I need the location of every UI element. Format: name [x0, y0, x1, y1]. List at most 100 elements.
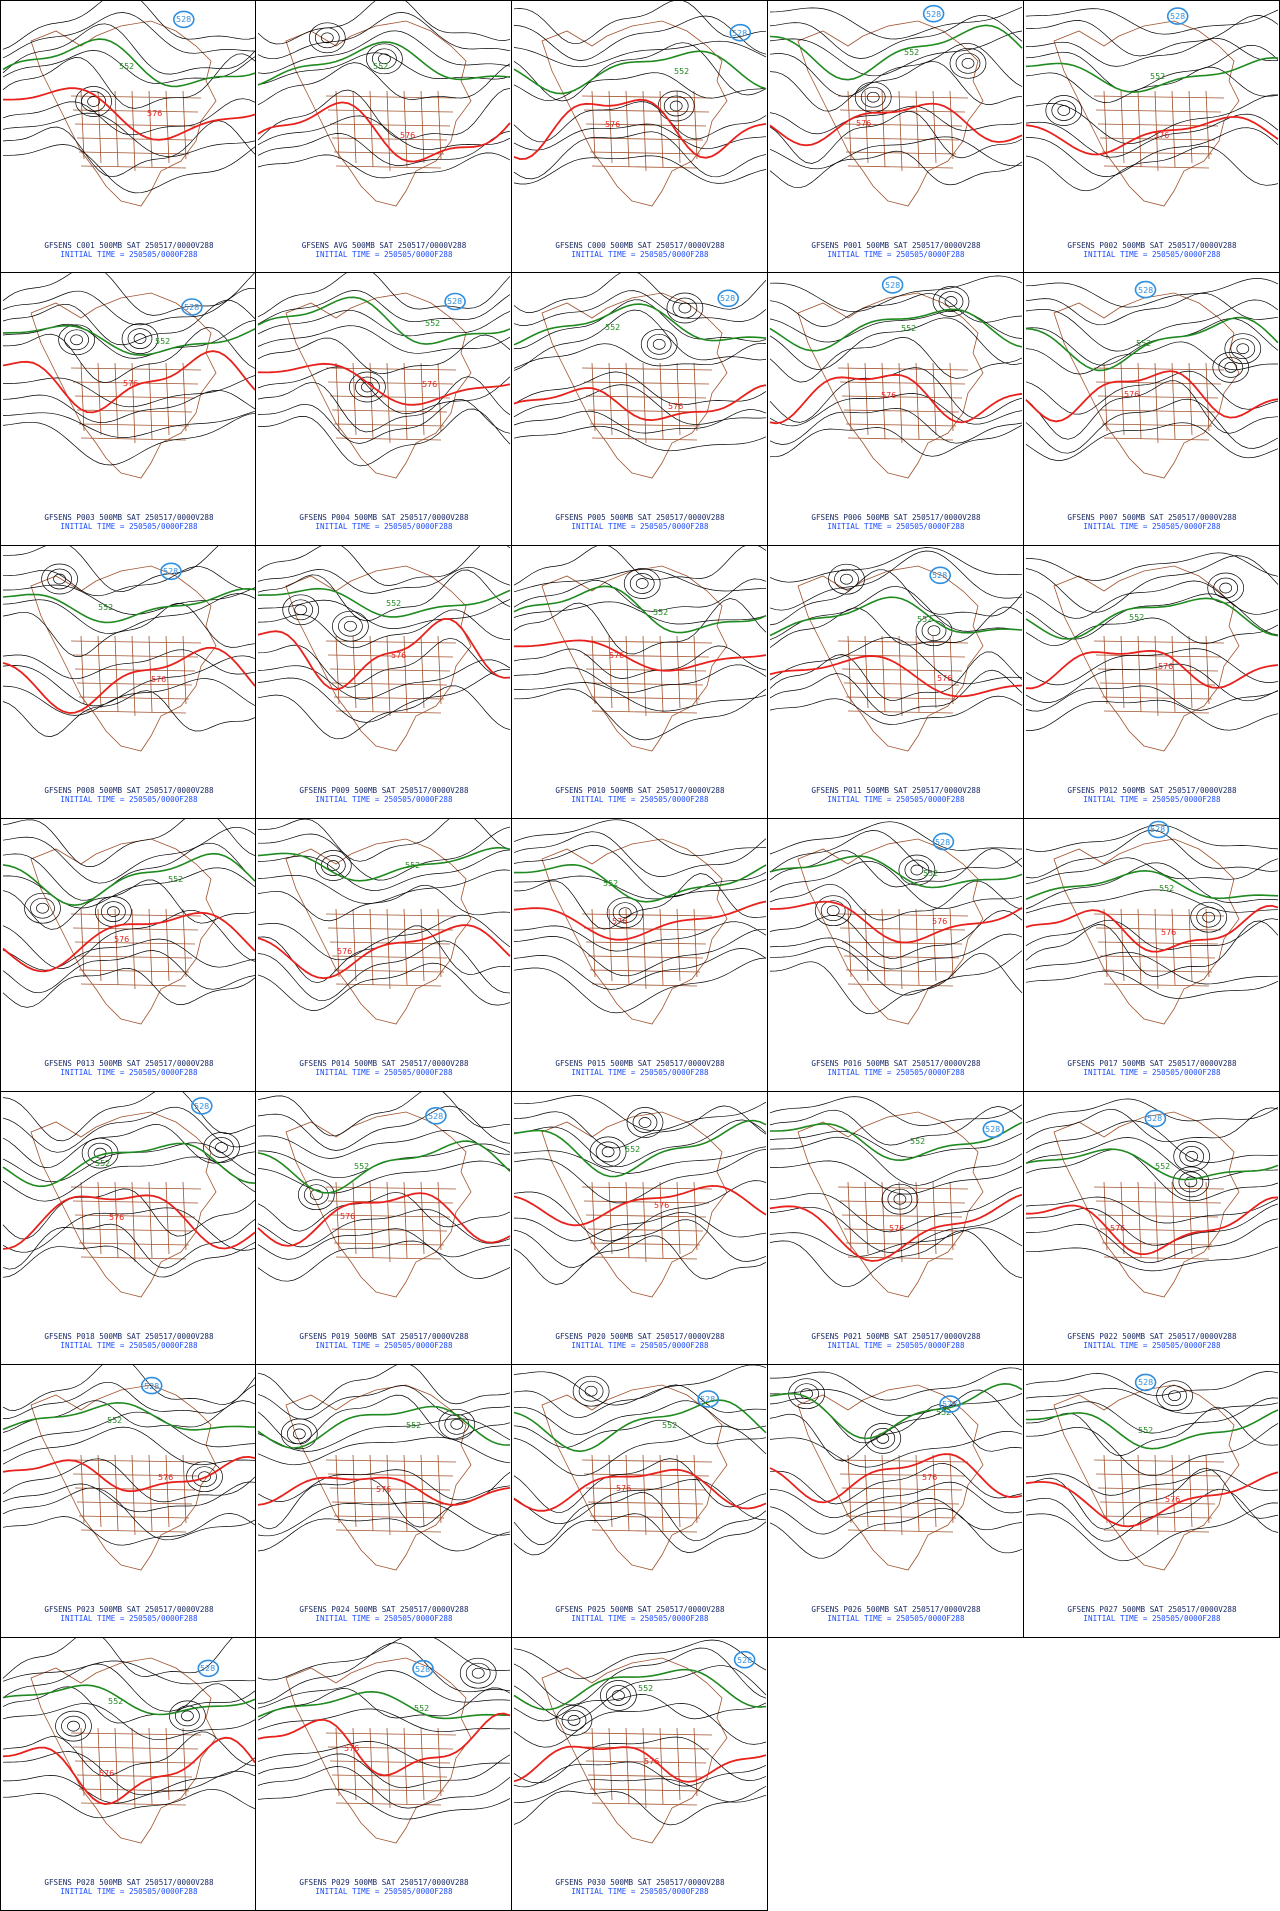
- panel-title: GFSENS C000 500MB SAT 250517/0000V288: [512, 241, 768, 250]
- map-panel-p003: 552 576 528 GFSENS P003 500MB SAT 250517/00…: [0, 273, 256, 546]
- panel-title: GFSENS P024 500MB SAT 250517/0000V288: [256, 1605, 512, 1614]
- contour-label-576: 576: [400, 131, 415, 140]
- panel-init-time: INITIAL TIME = 250505/0000F288: [256, 1068, 512, 1077]
- map-panel-p006: 552 576 528 GFSENS P006 500MB SAT 250517/00…: [768, 273, 1024, 546]
- panel-init-time: INITIAL TIME = 250505/0000F288: [1024, 1341, 1280, 1350]
- contour-label-576: 576: [654, 1201, 669, 1210]
- contour-552: [3, 589, 255, 623]
- map-panel-p024: 552 576 GFSENS P024 500MB SAT 250517/0000V…: [256, 1365, 512, 1638]
- contour-552: [258, 1141, 510, 1193]
- panel-init-time: INITIAL TIME = 250505/0000F288: [768, 1614, 1024, 1623]
- contour-label-576: 576: [616, 1484, 631, 1493]
- contour-label-528: 528: [932, 571, 947, 580]
- panel-title: GFSENS P004 500MB SAT 250517/0000V288: [256, 513, 512, 522]
- contour-label-552: 552: [638, 1684, 653, 1693]
- panel-init-time: INITIAL TIME = 250505/0000F288: [768, 250, 1024, 259]
- contour-label-552: 552: [168, 875, 183, 884]
- map-panel-p014: 552 576 GFSENS P014 500MB SAT 250517/0000V…: [256, 819, 512, 1092]
- map-panel-avg: 552 576 GFSENS AVG 500MB SAT 250517/0000V2…: [256, 0, 512, 273]
- contour-label-576: 576: [609, 651, 624, 660]
- map-boundaries: [542, 566, 727, 751]
- contour-label-576: 576: [158, 1473, 173, 1482]
- contour-label-528: 528: [1147, 1114, 1162, 1123]
- contour-label-576: 576: [605, 120, 620, 129]
- contour-label-552: 552: [923, 869, 938, 878]
- panel-init-time: INITIAL TIME = 250505/0000F288: [1, 1887, 256, 1896]
- contour-label-528: 528: [176, 15, 191, 24]
- map-plot: 552 576 528: [768, 1092, 1024, 1365]
- map-boundaries: [542, 1658, 727, 1843]
- contour-label-552: 552: [107, 1416, 122, 1425]
- map-plot: 552 576: [512, 546, 768, 819]
- map-boundaries: [31, 21, 216, 206]
- map-boundaries: [542, 1112, 727, 1297]
- panel-title: GFSENS P014 500MB SAT 250517/0000V288: [256, 1059, 512, 1068]
- contour-576: [3, 648, 255, 713]
- contour-label-528: 528: [428, 1112, 443, 1121]
- panel-title: GFSENS P007 500MB SAT 250517/0000V288: [1024, 513, 1280, 522]
- panel-init-time: INITIAL TIME = 250505/0000F288: [256, 1887, 512, 1896]
- map-panel-p026: 552 576 528 GFSENS P026 500MB SAT 250517/00…: [768, 1365, 1024, 1638]
- panel-title: GFSENS P016 500MB SAT 250517/0000V288: [768, 1059, 1024, 1068]
- map-boundaries: [1054, 293, 1239, 478]
- panel-title: GFSENS P023 500MB SAT 250517/0000V288: [1, 1605, 256, 1614]
- contour-552: [514, 865, 766, 902]
- map-panel-p022: 552 576 528 GFSENS P022 500MB SAT 250517/00…: [1024, 1092, 1280, 1365]
- map-plot: 552 576: [512, 1092, 768, 1365]
- panel-init-time: INITIAL TIME = 250505/0000F288: [768, 795, 1024, 804]
- contour-label-528: 528: [1138, 286, 1153, 295]
- contour-label-576: 576: [1161, 928, 1176, 937]
- height-contours: [770, 276, 1022, 457]
- map-panel-p025: 552 576 528 GFSENS P025 500MB SAT 250517/00…: [512, 1365, 768, 1638]
- panel-title: GFSENS P001 500MB SAT 250517/0000V288: [768, 241, 1024, 250]
- map-panel-p023: 552 576 528 GFSENS P023 500MB SAT 250517/00…: [0, 1365, 256, 1638]
- contour-label-576: 576: [668, 402, 683, 411]
- contour-label-552: 552: [373, 62, 388, 71]
- map-plot: 552 576 528: [1024, 1092, 1280, 1365]
- map-panel-p005: 552 576 528 GFSENS P005 500MB SAT 250517/00…: [512, 273, 768, 546]
- panel-init-time: INITIAL TIME = 250505/0000F288: [512, 1614, 768, 1623]
- contour-label-528: 528: [942, 1400, 957, 1409]
- map-plot: 552 576 528: [768, 546, 1024, 819]
- map-plot: 552 576 528: [512, 273, 768, 546]
- contour-label-576: 576: [937, 674, 952, 683]
- contour-label-576: 576: [1165, 1495, 1180, 1504]
- map-plot: 552 576 528: [768, 1365, 1024, 1638]
- contour-label-552: 552: [674, 67, 689, 76]
- map-panel-p017: 552 576 528 GFSENS P017 500MB SAT 250517/00…: [1024, 819, 1280, 1092]
- contour-label-552: 552: [98, 603, 113, 612]
- height-contours: [1026, 1372, 1278, 1561]
- contour-552: [770, 25, 1022, 79]
- contour-label-552: 552: [910, 1137, 925, 1146]
- contour-label-576: 576: [644, 1757, 659, 1766]
- contour-label-576: 576: [1110, 1224, 1125, 1233]
- map-plot: 552 576 528: [1024, 273, 1280, 546]
- contour-label-528: 528: [700, 1395, 715, 1404]
- map-boundaries: [286, 21, 471, 206]
- map-plot: 552 576: [256, 1, 512, 273]
- contour-label-576: 576: [340, 1212, 355, 1221]
- contour-label-576: 576: [151, 675, 166, 684]
- contour-label-576: 576: [337, 947, 352, 956]
- panel-title: GFSENS P002 500MB SAT 250517/0000V288: [1024, 241, 1280, 250]
- map-boundaries: [1054, 839, 1239, 1024]
- contour-label-552: 552: [95, 1159, 110, 1168]
- contour-552: [1026, 871, 1278, 899]
- contour-552: [3, 854, 255, 906]
- map-panel-p020: 552 576 GFSENS P020 500MB SAT 250517/0000V…: [512, 1092, 768, 1365]
- map-plot: 552 576 528: [768, 1, 1024, 273]
- panel-init-time: INITIAL TIME = 250505/0000F288: [1, 1068, 256, 1077]
- contour-label-528: 528: [985, 1125, 1000, 1134]
- height-contours: [258, 1, 510, 178]
- contour-576: [1026, 1472, 1278, 1526]
- contour-label-528: 528: [1138, 1378, 1153, 1387]
- panel-title: GFSENS P013 500MB SAT 250517/0000V288: [1, 1059, 256, 1068]
- height-contours: [258, 1365, 510, 1551]
- height-contours: [1026, 279, 1278, 461]
- map-boundaries: [31, 1658, 216, 1843]
- contour-label-552: 552: [108, 1697, 123, 1706]
- contour-576: [1026, 1197, 1278, 1254]
- contour-label-576: 576: [109, 1213, 124, 1222]
- map-plot: 552 576 528: [768, 819, 1024, 1092]
- map-plot: 552 576 528: [1, 1, 256, 273]
